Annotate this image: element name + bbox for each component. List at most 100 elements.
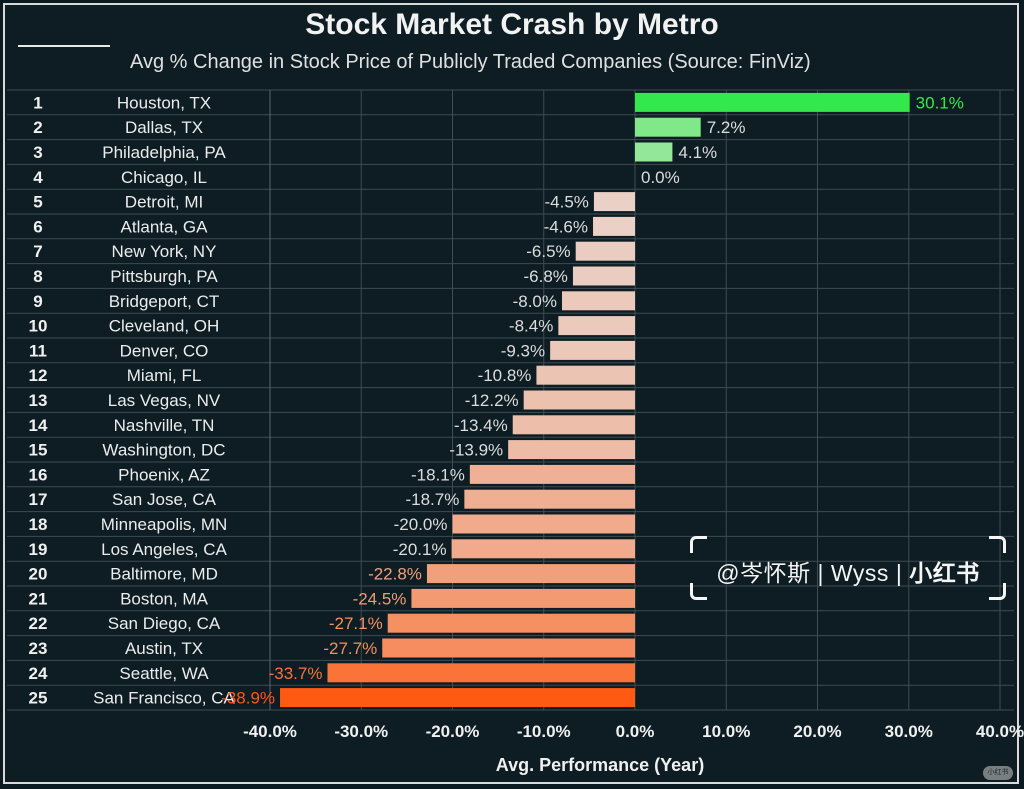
bar bbox=[452, 514, 635, 534]
value-label: -22.8% bbox=[368, 565, 422, 584]
value-label: -6.8% bbox=[524, 267, 568, 286]
title-rule bbox=[18, 45, 110, 47]
bar bbox=[593, 216, 635, 236]
rank-label: 12 bbox=[29, 366, 48, 385]
category-label: Philadelphia, PA bbox=[102, 143, 226, 162]
rank-label: 2 bbox=[33, 118, 42, 137]
category-label: Detroit, MI bbox=[125, 193, 203, 212]
category-label: Bridgeport, CT bbox=[109, 292, 220, 311]
value-label: 7.2% bbox=[707, 118, 746, 137]
rank-label: 5 bbox=[33, 193, 42, 212]
category-label: Washington, DC bbox=[102, 441, 225, 460]
value-label: -12.2% bbox=[465, 391, 519, 410]
value-label: 4.1% bbox=[678, 143, 717, 162]
rank-label: 20 bbox=[29, 565, 48, 584]
x-tick-label: 10.0% bbox=[702, 722, 750, 741]
value-label: -24.5% bbox=[353, 589, 407, 608]
value-label: 30.1% bbox=[916, 93, 964, 112]
rank-label: 7 bbox=[33, 242, 42, 261]
x-axis-label: Avg. Performance (Year) bbox=[496, 755, 704, 775]
rank-label: 3 bbox=[33, 143, 42, 162]
rank-label: 21 bbox=[29, 589, 48, 608]
watermark: @岑怀斯 | Wyss | 小红书 bbox=[690, 536, 1006, 600]
category-label: Denver, CO bbox=[120, 341, 209, 360]
rank-label: 8 bbox=[33, 267, 42, 286]
category-label: Pittsburgh, PA bbox=[110, 267, 218, 286]
x-tick-label: 40.0% bbox=[976, 722, 1024, 741]
value-label: -4.6% bbox=[544, 217, 588, 236]
x-tick-label: 20.0% bbox=[793, 722, 841, 741]
bar bbox=[550, 340, 635, 360]
bar bbox=[536, 365, 635, 385]
bar bbox=[575, 241, 635, 261]
corner-badge: 小红书 bbox=[983, 766, 1013, 780]
bar bbox=[562, 291, 635, 311]
rank-label: 4 bbox=[33, 168, 43, 187]
rank-label: 19 bbox=[29, 540, 48, 559]
rank-label: 18 bbox=[29, 515, 48, 534]
category-label: San Francisco, CA bbox=[93, 689, 235, 708]
value-label: 0.0% bbox=[641, 168, 680, 187]
value-label: -20.0% bbox=[394, 515, 448, 534]
rank-label: 24 bbox=[29, 664, 48, 683]
category-label: Seattle, WA bbox=[119, 664, 209, 683]
chart-title: Stock Market Crash by Metro bbox=[305, 8, 719, 41]
bar bbox=[426, 564, 635, 584]
value-label: -9.3% bbox=[501, 341, 545, 360]
value-label: -8.0% bbox=[513, 292, 557, 311]
value-label: -4.5% bbox=[545, 193, 589, 212]
value-label: -13.9% bbox=[449, 441, 503, 460]
x-tick-label: -40.0% bbox=[243, 722, 297, 741]
category-label: Phoenix, AZ bbox=[118, 465, 210, 484]
chart-subtitle: Avg % Change in Stock Price of Publicly … bbox=[130, 51, 811, 73]
category-label: Los Angeles, CA bbox=[101, 540, 227, 559]
x-tick-label: 0.0% bbox=[616, 722, 655, 741]
category-label: Cleveland, OH bbox=[109, 317, 220, 336]
x-tick-label: -30.0% bbox=[334, 722, 388, 741]
rank-label: 15 bbox=[29, 441, 48, 460]
rank-label: 14 bbox=[29, 416, 48, 435]
value-label: -13.4% bbox=[454, 416, 508, 435]
category-label: Nashville, TN bbox=[114, 416, 215, 435]
bar bbox=[508, 440, 635, 460]
rank-label: 23 bbox=[29, 639, 48, 658]
bar bbox=[327, 663, 635, 683]
category-label: New York, NY bbox=[112, 242, 217, 261]
value-label: -38.9% bbox=[221, 689, 275, 708]
category-label: Chicago, IL bbox=[121, 168, 207, 187]
value-label: -18.7% bbox=[405, 490, 459, 509]
rank-label: 1 bbox=[33, 93, 42, 112]
category-label: Minneapolis, MN bbox=[101, 515, 228, 534]
value-label: -27.1% bbox=[329, 614, 383, 633]
category-label: Dallas, TX bbox=[125, 118, 203, 137]
value-label: -18.1% bbox=[411, 465, 465, 484]
category-label: Miami, FL bbox=[127, 366, 202, 385]
category-label: Houston, TX bbox=[117, 93, 211, 112]
category-label: Boston, MA bbox=[120, 589, 209, 608]
bar bbox=[572, 266, 635, 286]
bar bbox=[464, 489, 635, 509]
watermark-handle: @岑怀斯 bbox=[716, 560, 811, 586]
rank-label: 16 bbox=[29, 465, 48, 484]
category-label: Las Vegas, NV bbox=[108, 391, 221, 410]
value-label: -10.8% bbox=[478, 366, 532, 385]
category-label: San Diego, CA bbox=[108, 614, 221, 633]
value-label: -33.7% bbox=[269, 664, 323, 683]
bar bbox=[512, 415, 635, 435]
category-label: Austin, TX bbox=[125, 639, 203, 658]
bar bbox=[280, 688, 635, 708]
rank-label: 17 bbox=[29, 490, 48, 509]
bar bbox=[469, 464, 635, 484]
bar bbox=[635, 92, 910, 112]
bar bbox=[387, 613, 635, 633]
value-label: -8.4% bbox=[509, 317, 553, 336]
bar bbox=[635, 142, 673, 162]
rank-label: 11 bbox=[29, 341, 47, 360]
rank-label: 10 bbox=[29, 317, 48, 336]
value-label: -20.1% bbox=[393, 540, 447, 559]
watermark-name: Wyss bbox=[830, 560, 889, 586]
rank-label: 25 bbox=[29, 689, 48, 708]
x-tick-label: 30.0% bbox=[885, 722, 933, 741]
watermark-brand: 小红书 bbox=[909, 560, 980, 586]
